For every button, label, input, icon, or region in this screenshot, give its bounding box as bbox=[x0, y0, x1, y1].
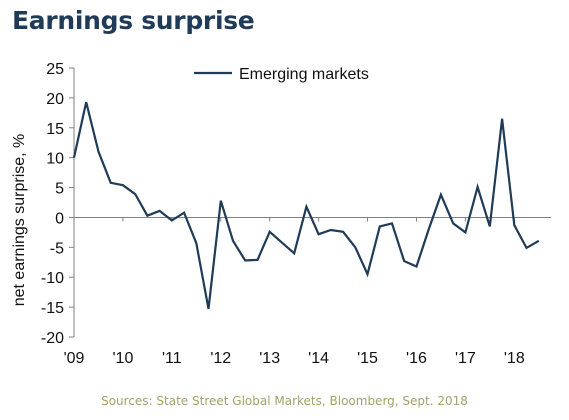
legend-label-emerging-markets: Emerging markets bbox=[239, 66, 369, 83]
y-axis-label: net earnings surprise, % bbox=[11, 134, 28, 307]
source-note: Sources: State Street Global Markets, Bl… bbox=[101, 394, 468, 408]
x-tick-label: '14 bbox=[308, 350, 329, 367]
x-tick-label: '09 bbox=[64, 350, 85, 367]
x-tick-label: '13 bbox=[259, 350, 280, 367]
y-tick-label: 10 bbox=[46, 151, 64, 168]
x-tick-label: '10 bbox=[112, 350, 133, 367]
chart-axes bbox=[69, 67, 551, 338]
x-tick-labels: '09 '10 '11 '12 '13 '14 '15 '16 '17 '18 bbox=[64, 350, 525, 367]
series-line-emerging-markets bbox=[72, 101, 540, 310]
y-tick-label: -10 bbox=[41, 270, 64, 287]
y-tick-label: -15 bbox=[41, 300, 64, 317]
y-tick-label: 20 bbox=[46, 91, 64, 108]
y-tick-label: 25 bbox=[46, 61, 64, 78]
y-tick-label: -5 bbox=[50, 240, 64, 257]
x-tick-label: '17 bbox=[455, 350, 476, 367]
y-tick-labels: 25 20 15 10 5 0 -5 -10 -15 -20 bbox=[41, 61, 64, 347]
x-tick-label: '12 bbox=[210, 350, 231, 367]
chart-title: Earnings surprise bbox=[12, 6, 255, 35]
x-tick-label: '18 bbox=[504, 350, 525, 367]
x-tick-label: '15 bbox=[357, 350, 378, 367]
series-lines bbox=[72, 101, 540, 310]
y-tick-label: -20 bbox=[41, 330, 64, 347]
y-tick-label: 5 bbox=[55, 181, 64, 198]
legend: Emerging markets bbox=[194, 66, 369, 83]
y-tick-label: 15 bbox=[46, 121, 64, 138]
x-tick-label: '16 bbox=[406, 350, 427, 367]
x-tick-label: '11 bbox=[162, 350, 182, 367]
y-tick-label: 0 bbox=[55, 210, 64, 227]
